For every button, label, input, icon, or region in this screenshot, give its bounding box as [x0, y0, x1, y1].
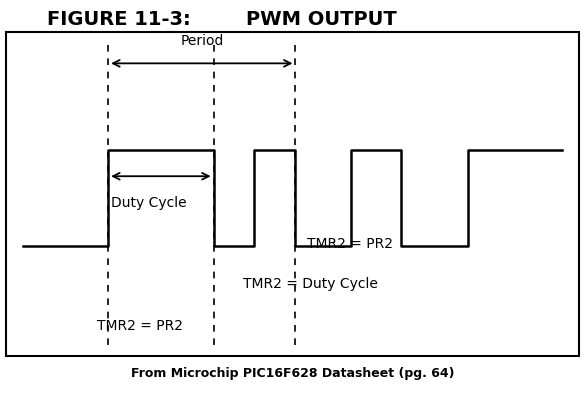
Text: From Microchip PIC16F628 Datasheet (pg. 64): From Microchip PIC16F628 Datasheet (pg. …: [131, 367, 454, 380]
Text: TMR2 = PR2: TMR2 = PR2: [97, 319, 183, 333]
Text: Duty Cycle: Duty Cycle: [111, 196, 187, 210]
Text: TMR2 = Duty Cycle: TMR2 = Duty Cycle: [243, 277, 378, 291]
Text: TMR2 = PR2: TMR2 = PR2: [307, 238, 393, 251]
Text: FIGURE 11-3:: FIGURE 11-3:: [47, 10, 191, 29]
Text: Period: Period: [180, 34, 223, 48]
Text: PWM OUTPUT: PWM OUTPUT: [246, 10, 397, 29]
